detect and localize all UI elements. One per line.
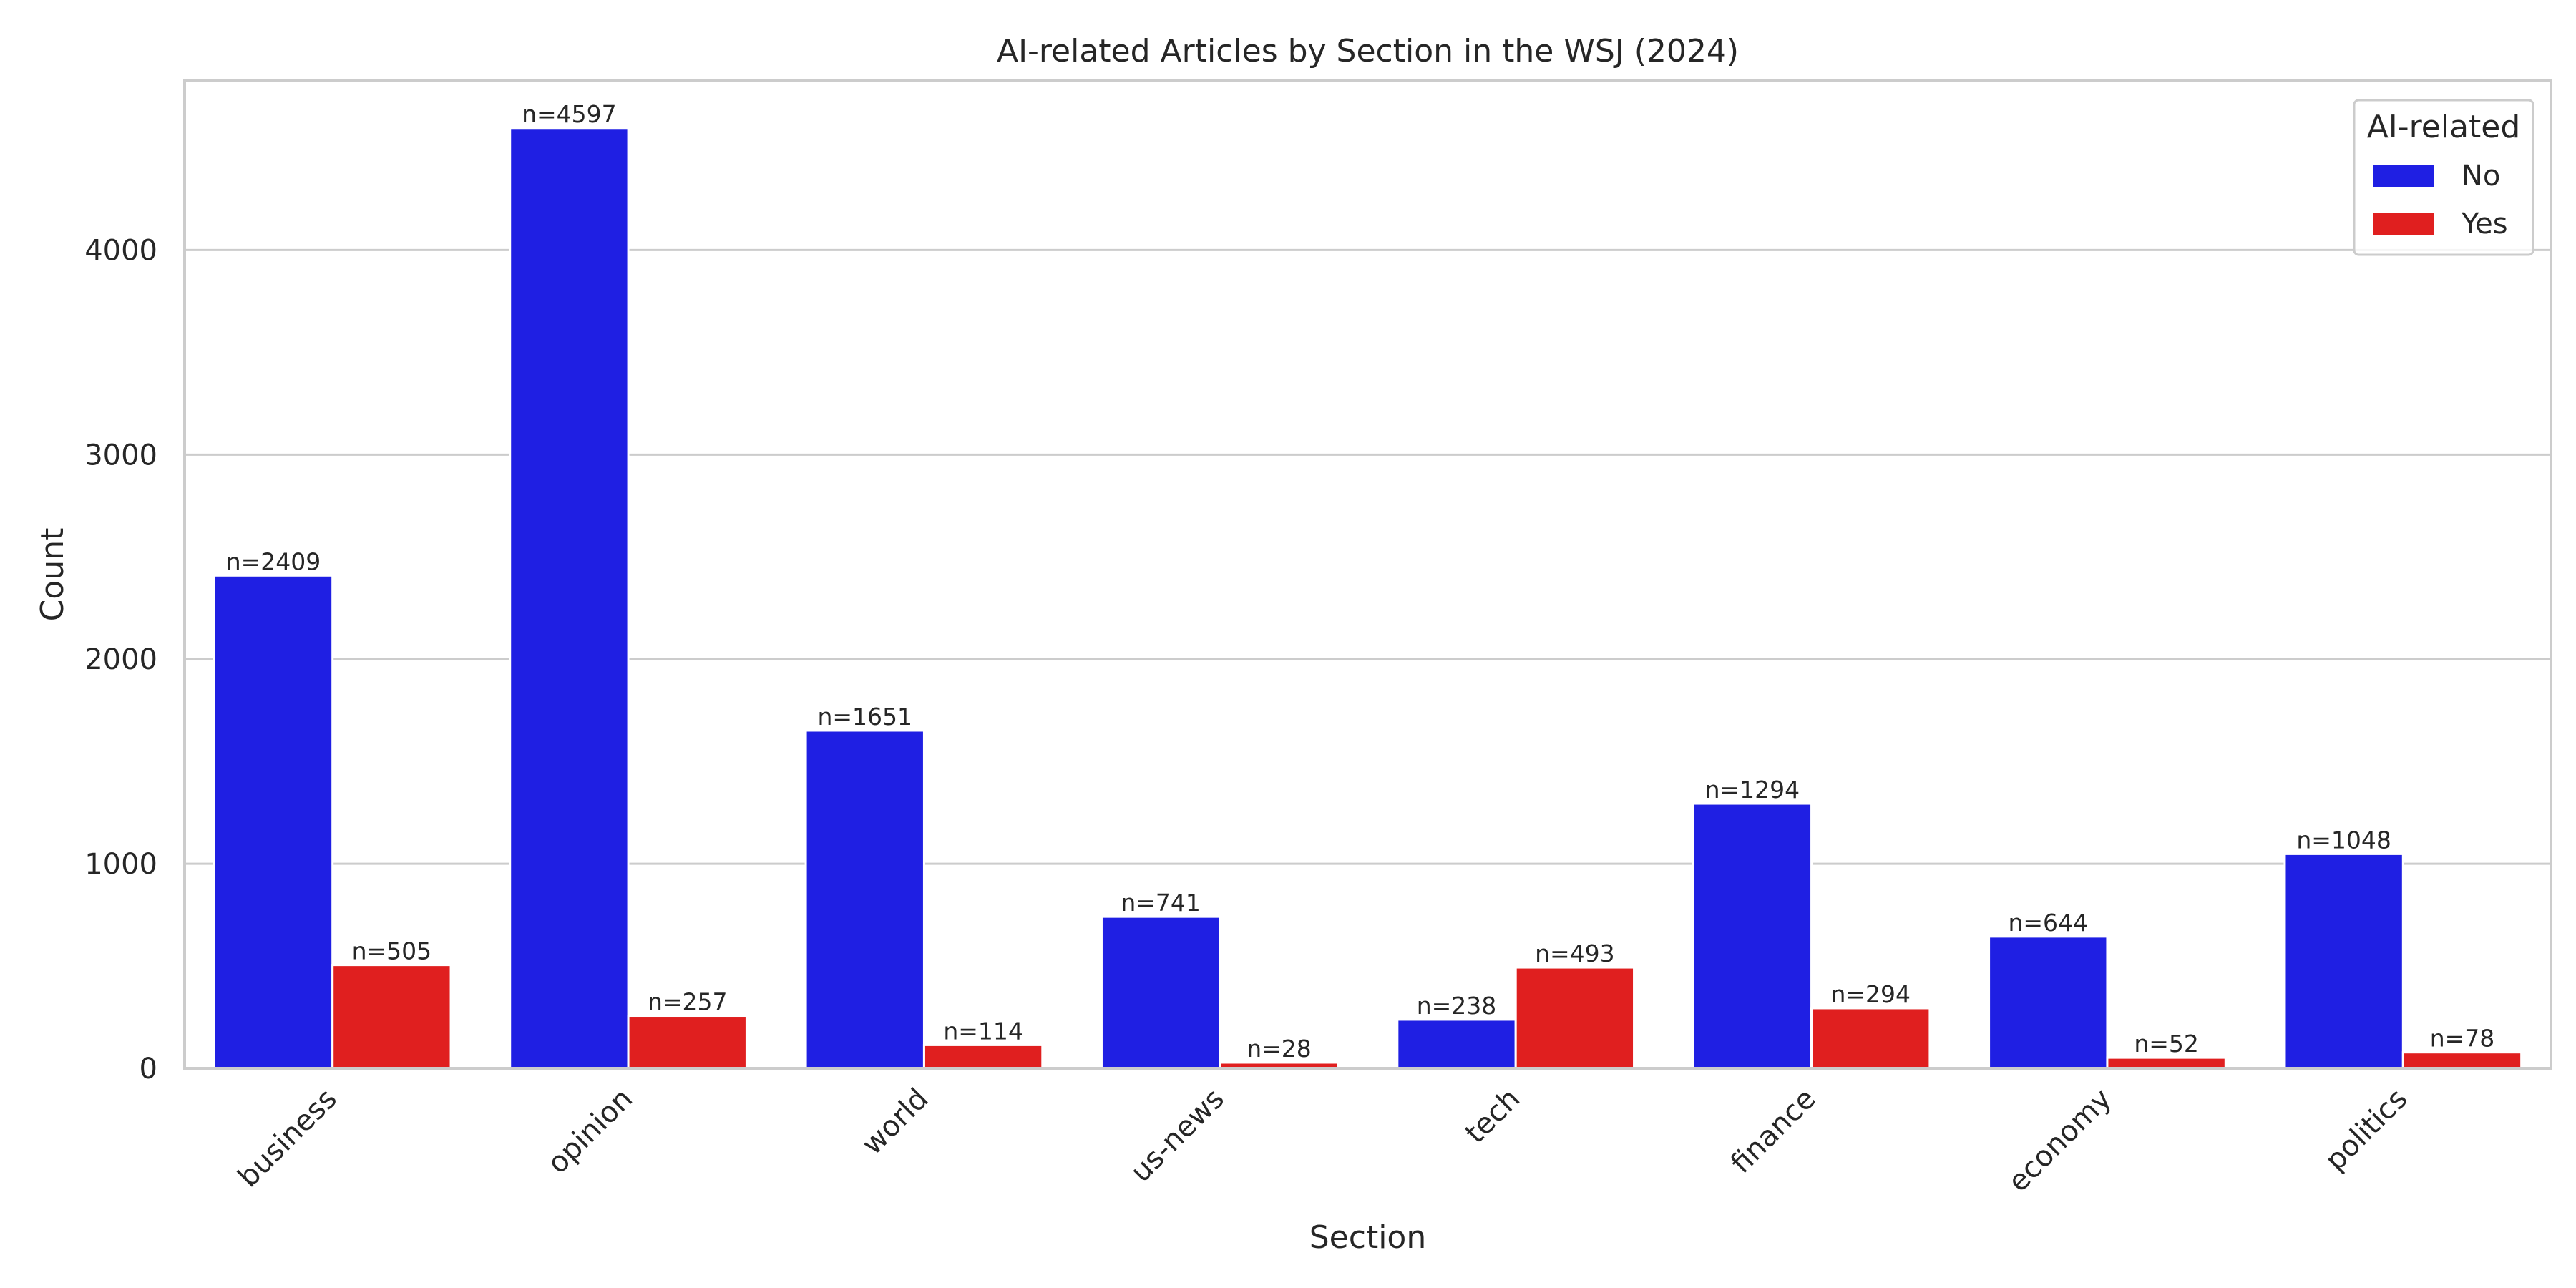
bar-label: n=1651 (817, 703, 912, 731)
bar-world-yes (922, 1043, 1044, 1070)
y-tick-label: 4000 (84, 234, 157, 267)
bar-politics-yes (2401, 1051, 2523, 1070)
bar-label: n=28 (1246, 1035, 1312, 1063)
bar-finance-no (1692, 802, 1813, 1070)
legend-entries: No Yes (2373, 160, 2508, 240)
bar-label: n=505 (352, 937, 432, 965)
legend-title: AI-related (2367, 109, 2521, 145)
x-tick-label: economy (2002, 1083, 2118, 1199)
bars (213, 127, 2523, 1070)
bar-labels: n=2409 n=505 n=4597 n=257 n=1651 n=114 n=741 n=… (226, 100, 2495, 1063)
bar-label: n=114 (943, 1017, 1023, 1045)
bar-tech-no (1396, 1018, 1517, 1070)
plot-frame (183, 79, 2552, 1070)
bar-label: n=4597 (522, 100, 617, 128)
bar-label: n=644 (2008, 909, 2088, 937)
x-tick-label: tech (1459, 1083, 1526, 1150)
bar-label: n=238 (1417, 992, 1497, 1020)
bar-label: n=78 (2430, 1025, 2495, 1053)
bar-economy-yes (2106, 1056, 2227, 1070)
bar-business-no (213, 574, 334, 1070)
bar-tech-yes (1514, 966, 1636, 1070)
y-axis-label: Count (34, 528, 71, 622)
bar-finance-yes (1810, 1007, 1931, 1070)
bar-label: n=741 (1121, 889, 1201, 917)
legend-label-no: No (2462, 160, 2500, 192)
bar-us-news-no (1100, 915, 1221, 1070)
bar-label: n=1048 (2296, 826, 2391, 854)
y-tick-label: 0 (140, 1053, 157, 1085)
bar-label: n=2409 (226, 547, 321, 575)
x-tick-labels: business opinion world us-news tech finance ec… (232, 1083, 2414, 1199)
legend-swatch-no (2373, 165, 2434, 187)
x-axis-label: Section (1309, 1219, 1426, 1256)
y-tick-label: 3000 (84, 439, 157, 472)
bar-business-yes (331, 964, 452, 1070)
x-tick-label: politics (2319, 1083, 2414, 1178)
y-tick-label: 2000 (84, 643, 157, 676)
legend-swatch-yes (2373, 213, 2434, 235)
x-tick-label: business (232, 1083, 343, 1194)
bar-label: n=1294 (1705, 776, 1800, 804)
legend: AI-related No Yes (2353, 99, 2534, 256)
bar-label: n=257 (648, 988, 728, 1016)
bar-label: n=294 (1830, 980, 1911, 1008)
x-tick-label: world (856, 1083, 935, 1161)
y-tick-labels: 0 1000 2000 3000 4000 (84, 234, 157, 1085)
bar-economy-no (1988, 935, 2109, 1070)
bar-label: n=52 (2134, 1030, 2199, 1058)
x-tick-label: us-news (1124, 1083, 1231, 1189)
x-tick-label: finance (1724, 1083, 1822, 1180)
bar-politics-no (2283, 852, 2404, 1070)
x-tick-label: opinion (541, 1083, 639, 1181)
legend-label-yes: Yes (2461, 208, 2508, 240)
bar-opinion-yes (627, 1015, 748, 1070)
bar-label: n=493 (1535, 940, 1615, 967)
y-tick-label: 1000 (84, 848, 157, 881)
bar-opinion-no (509, 127, 630, 1070)
chart-title: AI-related Articles by Section in the WS… (997, 33, 1739, 69)
bar-world-no (804, 729, 925, 1070)
